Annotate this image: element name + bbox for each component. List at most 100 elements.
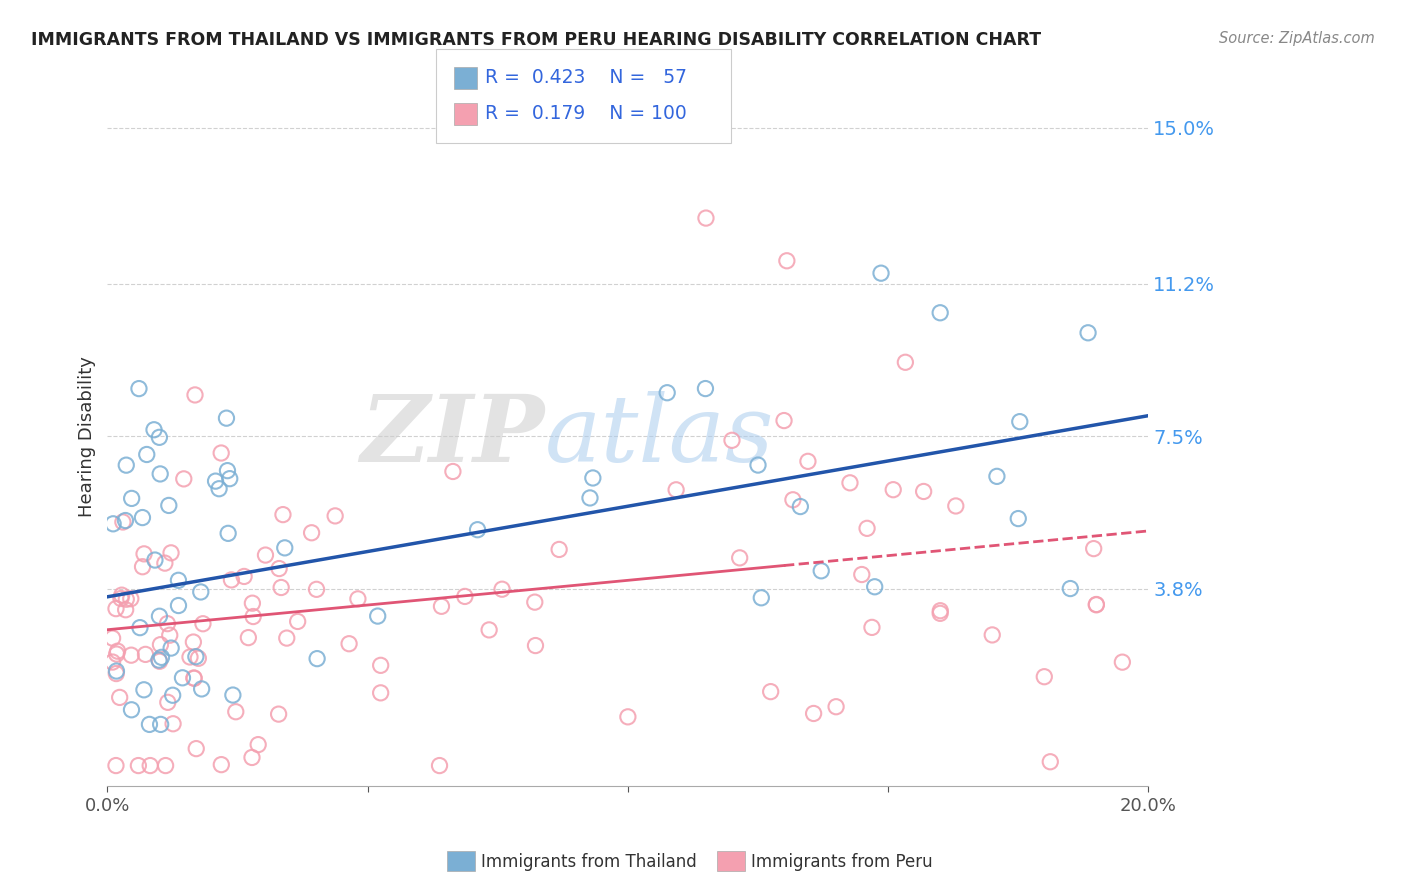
Point <box>839 475 862 490</box>
Point <box>129 621 152 635</box>
Point <box>825 699 848 714</box>
Point <box>276 631 298 645</box>
Point <box>912 484 935 499</box>
Point <box>323 508 346 523</box>
Point <box>217 464 239 478</box>
Point <box>803 706 825 721</box>
Point <box>747 458 769 472</box>
Point <box>267 707 290 722</box>
Point <box>789 500 811 514</box>
Point <box>179 650 201 665</box>
Point <box>945 499 967 513</box>
Point <box>548 542 571 557</box>
Point <box>104 601 127 615</box>
Point <box>110 591 132 606</box>
Point <box>101 655 124 669</box>
Point <box>156 695 179 709</box>
Point <box>1007 511 1029 525</box>
Point <box>882 483 904 497</box>
Point <box>132 547 155 561</box>
Point <box>149 467 172 481</box>
Point <box>121 703 143 717</box>
Text: atlas: atlas <box>544 392 775 482</box>
Point <box>153 556 176 570</box>
Point <box>111 588 134 602</box>
Point <box>370 686 392 700</box>
Point <box>218 472 240 486</box>
Point <box>107 644 129 658</box>
Point <box>773 413 796 427</box>
Point <box>191 616 214 631</box>
Point <box>101 631 124 645</box>
Point <box>1077 326 1099 340</box>
Point <box>114 514 136 528</box>
Point <box>1085 598 1108 612</box>
Point <box>217 526 239 541</box>
Point <box>370 658 392 673</box>
Point <box>929 607 952 621</box>
Point <box>101 516 124 531</box>
Point <box>242 596 264 610</box>
Point <box>173 472 195 486</box>
Text: ZIP: ZIP <box>360 392 544 482</box>
Point <box>187 651 209 665</box>
Point <box>108 690 131 705</box>
Point <box>183 671 205 685</box>
Point <box>523 595 546 609</box>
Point <box>148 653 170 667</box>
Text: Immigrants from Thailand: Immigrants from Thailand <box>481 853 696 871</box>
Point <box>894 355 917 369</box>
Point <box>121 491 143 506</box>
Point <box>247 738 270 752</box>
Text: Immigrants from Peru: Immigrants from Peru <box>751 853 932 871</box>
Point <box>105 647 128 661</box>
Point <box>430 599 453 614</box>
Point <box>491 582 513 597</box>
Point <box>269 561 291 575</box>
Point <box>149 654 172 668</box>
Point <box>929 604 952 618</box>
Point <box>721 434 744 448</box>
Point <box>657 385 679 400</box>
Point <box>274 541 297 555</box>
Point <box>301 525 323 540</box>
Point <box>524 639 547 653</box>
Point <box>1033 670 1056 684</box>
Point <box>138 717 160 731</box>
Point <box>148 430 170 444</box>
Point <box>120 648 142 662</box>
Point <box>104 758 127 772</box>
Point <box>131 510 153 524</box>
Point <box>208 482 231 496</box>
Point <box>863 580 886 594</box>
Point <box>172 671 194 685</box>
Point <box>150 650 173 665</box>
Point <box>127 758 149 772</box>
Point <box>120 591 142 606</box>
Point <box>782 492 804 507</box>
Point <box>1008 415 1031 429</box>
Point <box>860 620 883 634</box>
Point <box>167 599 190 613</box>
Point <box>695 382 717 396</box>
Point <box>221 573 243 587</box>
Point <box>139 758 162 772</box>
Y-axis label: Hearing Disability: Hearing Disability <box>79 356 96 516</box>
Point <box>190 585 212 599</box>
Point <box>478 623 501 637</box>
Point <box>135 448 157 462</box>
Point <box>184 388 207 402</box>
Point <box>240 750 263 764</box>
Point <box>287 615 309 629</box>
Point <box>157 499 180 513</box>
Point <box>467 523 489 537</box>
Point <box>986 469 1008 483</box>
Point <box>429 758 451 772</box>
Point <box>582 471 605 485</box>
Point <box>337 637 360 651</box>
Point <box>270 581 292 595</box>
Point <box>749 591 772 605</box>
Point <box>242 609 264 624</box>
Point <box>776 253 799 268</box>
Point <box>454 590 477 604</box>
